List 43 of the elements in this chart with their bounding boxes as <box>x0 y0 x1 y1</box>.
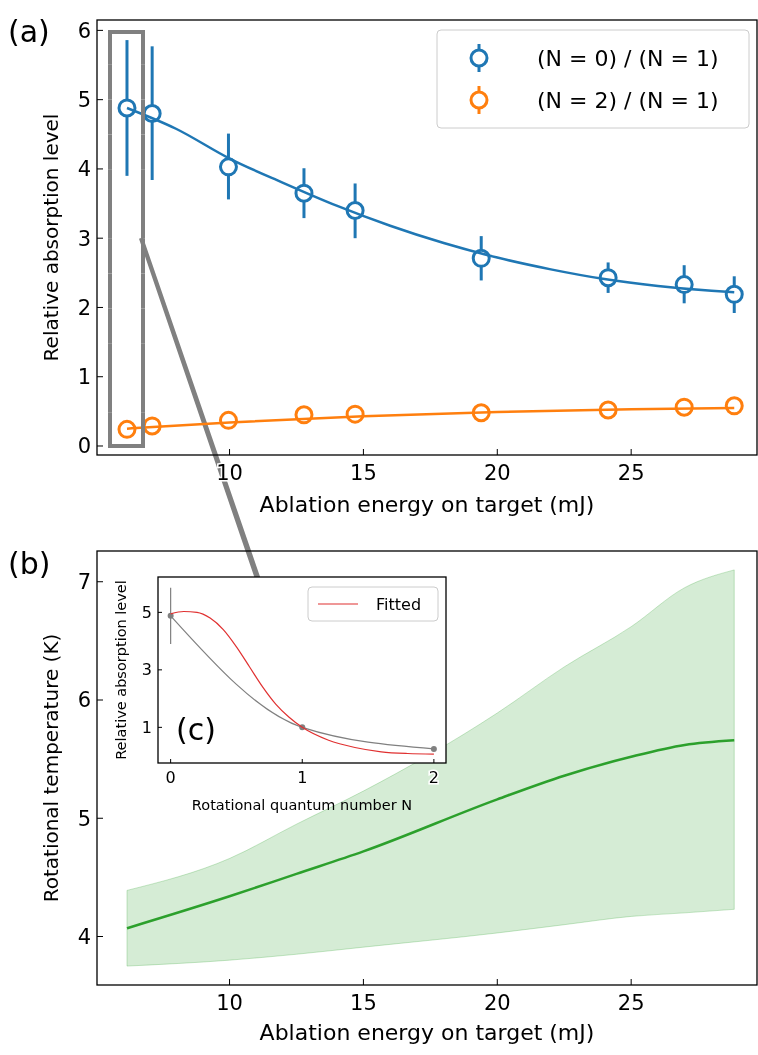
point <box>430 745 437 752</box>
y-axis-title: Relative absorption level <box>39 113 63 362</box>
x-tick-label: 15 <box>350 991 377 1015</box>
y-tick-label: 1 <box>141 717 152 737</box>
x-axis-title: Ablation energy on target (mJ) <box>259 1020 595 1045</box>
point <box>724 396 744 416</box>
point <box>117 98 137 118</box>
point <box>218 157 238 177</box>
x-tick-label: 10 <box>216 991 243 1015</box>
point <box>167 612 174 619</box>
legend-label: (N = 2) / (N = 1) <box>537 87 719 113</box>
y-tick-label: 2 <box>77 295 91 320</box>
x-tick-label: 25 <box>617 991 645 1015</box>
x-tick-label: 15 <box>350 461 377 485</box>
y-tick-label: 7 <box>77 570 91 595</box>
y-tick-label: 1 <box>77 365 91 390</box>
legend-label: Fitted <box>376 594 422 614</box>
x-tick-label: 1 <box>297 768 308 787</box>
text: (a) <box>8 14 50 49</box>
x-tick-label: 0 <box>165 768 176 787</box>
y-tick-label: 6 <box>77 688 91 713</box>
x-tick-label: 20 <box>483 991 511 1015</box>
y-tick-label: 3 <box>141 660 152 680</box>
x-tick-label: 25 <box>617 461 645 485</box>
y-tick-label: 5 <box>141 602 152 622</box>
y-tick-label: 0 <box>77 434 91 459</box>
annotation: (c) <box>176 712 216 747</box>
x-tick-label: 2 <box>428 768 439 787</box>
y-tick-label: 3 <box>77 226 91 251</box>
text: (b) <box>8 546 51 581</box>
y-tick-label: 5 <box>77 806 91 831</box>
y-axis-title: Rotational temperature (K) <box>39 633 63 903</box>
y-tick-label: 4 <box>77 924 91 949</box>
legend-label: (N = 0) / (N = 1) <box>537 45 719 71</box>
y-tick-label: 4 <box>77 157 91 182</box>
point <box>724 284 744 304</box>
x-axis-title: Rotational quantum number N <box>191 797 413 813</box>
x-tick-label: 10 <box>216 461 243 485</box>
x-axis-title: Ablation energy on target (mJ) <box>259 492 595 517</box>
y-tick-label: 5 <box>77 88 91 113</box>
y-axis-title: Relative absorption level <box>113 580 129 760</box>
x-tick-label: 20 <box>483 461 511 485</box>
y-tick-label: 6 <box>77 18 91 43</box>
